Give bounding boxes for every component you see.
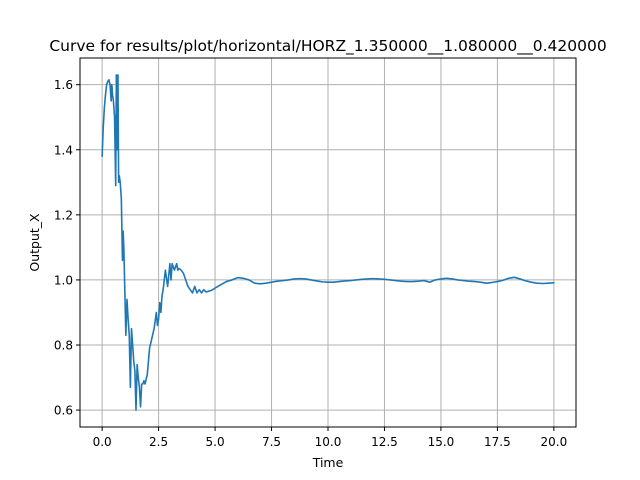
x-tick-label: 17.5 (484, 435, 511, 449)
y-tick-label: 1.2 (54, 208, 73, 222)
grid-layer (80, 58, 576, 427)
y-axis-label: Output_X (27, 213, 42, 272)
y-tick-label: 0.6 (54, 404, 73, 418)
x-tick-label: 10.0 (315, 435, 342, 449)
x-tick-label: 12.5 (371, 435, 398, 449)
y-tick-label: 1.6 (54, 78, 73, 92)
x-tick-label: 20.0 (541, 435, 568, 449)
x-axis-label: Time (312, 455, 344, 470)
series-line (101, 74, 555, 411)
tick-layer: 0.0 2.5 5.0 7.5 10.0 12.5 15.0 17.5 20.0 0.6 0.8 1.… (54, 78, 567, 449)
chart-title: Curve for results/plot/horizontal/HORZ_1… (49, 37, 606, 56)
x-tick-label: 15.0 (428, 435, 455, 449)
x-tick-label: 0.0 (93, 435, 112, 449)
x-tick-label: 5.0 (206, 435, 225, 449)
y-tick-label: 1.4 (54, 143, 73, 157)
x-tick-label: 7.5 (262, 435, 281, 449)
y-tick-label: 0.8 (54, 339, 73, 353)
series-layer (101, 74, 555, 411)
x-tick-label: 2.5 (149, 435, 168, 449)
y-tick-label: 1.0 (54, 273, 73, 287)
